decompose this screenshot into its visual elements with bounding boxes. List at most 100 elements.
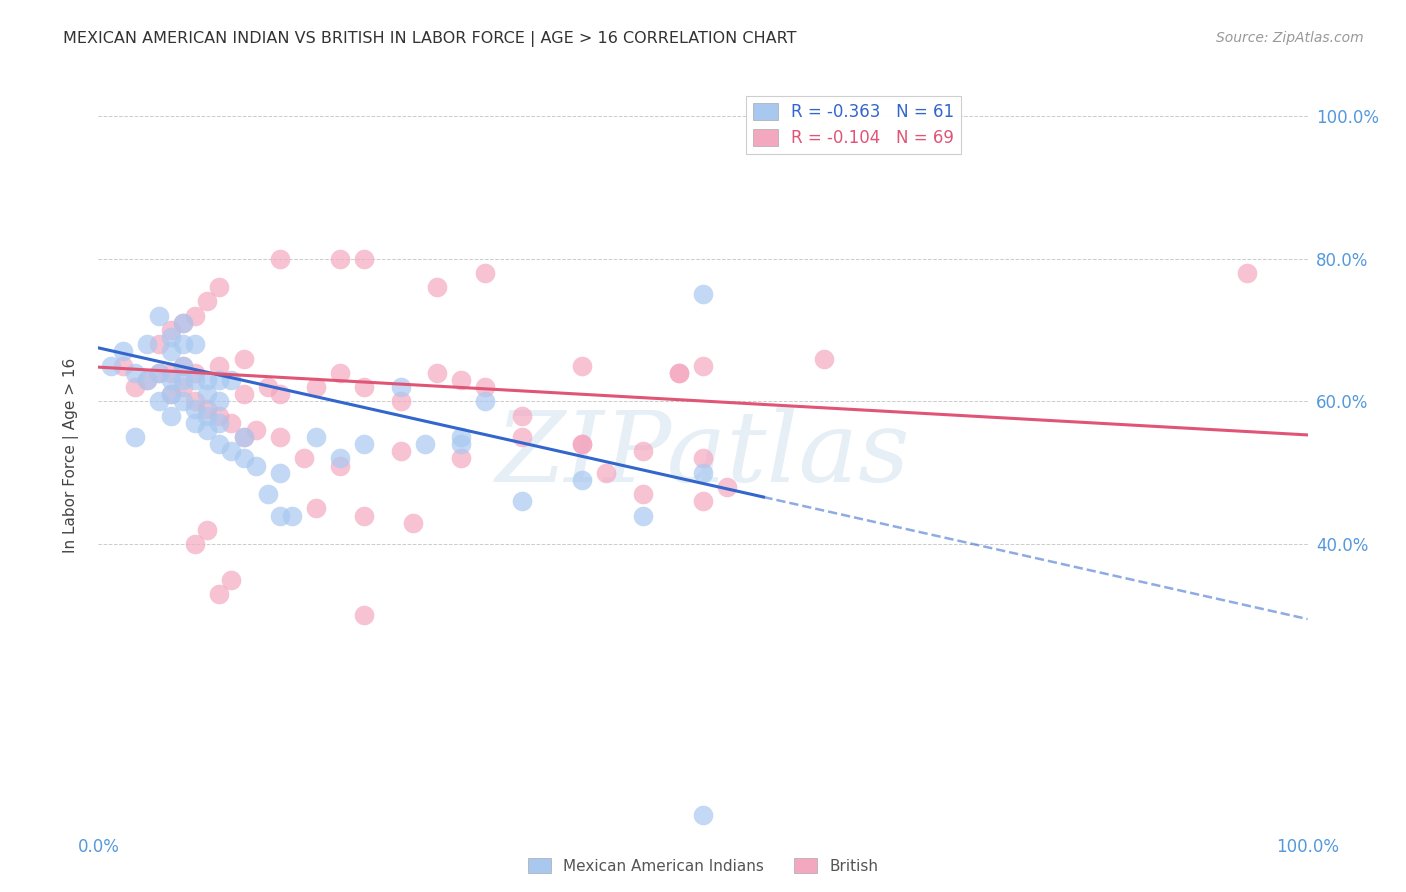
Point	[208, 587, 231, 601]
Point	[510, 409, 533, 423]
Point	[510, 494, 533, 508]
Point	[221, 373, 243, 387]
Point	[389, 380, 412, 394]
Point	[413, 437, 436, 451]
Point	[160, 323, 183, 337]
Point	[668, 366, 690, 380]
Point	[195, 387, 218, 401]
Point	[595, 466, 617, 480]
Point	[668, 366, 690, 380]
Point	[221, 416, 243, 430]
Point	[184, 309, 207, 323]
Point	[305, 430, 328, 444]
Point	[124, 430, 146, 444]
Y-axis label: In Labor Force | Age > 16: In Labor Force | Age > 16	[63, 358, 79, 552]
Point	[631, 487, 654, 501]
Point	[172, 394, 194, 409]
Point	[208, 416, 231, 430]
Point	[111, 359, 134, 373]
Point	[329, 252, 352, 266]
Point	[148, 366, 170, 380]
Point	[232, 387, 254, 401]
Point	[221, 573, 243, 587]
Point	[208, 437, 231, 451]
Point	[281, 508, 304, 523]
Point	[692, 466, 714, 480]
Point	[571, 473, 593, 487]
Point	[184, 537, 207, 551]
Point	[172, 316, 194, 330]
Text: MEXICAN AMERICAN INDIAN VS BRITISH IN LABOR FORCE | AGE > 16 CORRELATION CHART: MEXICAN AMERICAN INDIAN VS BRITISH IN LA…	[63, 31, 797, 47]
Point	[305, 380, 328, 394]
Point	[329, 458, 352, 473]
Point	[692, 494, 714, 508]
Point	[172, 380, 194, 394]
Point	[195, 523, 218, 537]
Point	[232, 451, 254, 466]
Point	[172, 316, 194, 330]
Point	[160, 373, 183, 387]
Point	[292, 451, 315, 466]
Point	[208, 373, 231, 387]
Point	[195, 373, 218, 387]
Point	[195, 423, 218, 437]
Point	[474, 266, 496, 280]
Point	[124, 366, 146, 380]
Point	[221, 444, 243, 458]
Point	[232, 430, 254, 444]
Point	[269, 508, 291, 523]
Point	[208, 394, 231, 409]
Point	[353, 437, 375, 451]
Point	[148, 337, 170, 351]
Point	[111, 344, 134, 359]
Point	[172, 373, 194, 387]
Point	[716, 480, 738, 494]
Point	[474, 394, 496, 409]
Point	[195, 294, 218, 309]
Point	[692, 451, 714, 466]
Point	[305, 501, 328, 516]
Point	[813, 351, 835, 366]
Point	[124, 380, 146, 394]
Point	[184, 394, 207, 409]
Point	[269, 252, 291, 266]
Point	[184, 416, 207, 430]
Legend: R = -0.363   N = 61, R = -0.104   N = 69: R = -0.363 N = 61, R = -0.104 N = 69	[747, 96, 960, 154]
Point	[510, 430, 533, 444]
Point	[172, 359, 194, 373]
Point	[172, 337, 194, 351]
Point	[353, 252, 375, 266]
Point	[160, 387, 183, 401]
Point	[256, 487, 278, 501]
Point	[208, 280, 231, 294]
Point	[353, 608, 375, 623]
Point	[160, 330, 183, 344]
Point	[631, 444, 654, 458]
Text: ZIPatlas: ZIPatlas	[496, 408, 910, 502]
Point	[160, 409, 183, 423]
Point	[450, 451, 472, 466]
Point	[232, 351, 254, 366]
Point	[426, 280, 449, 294]
Point	[269, 430, 291, 444]
Point	[571, 437, 593, 451]
Point	[195, 401, 218, 416]
Point	[269, 466, 291, 480]
Point	[1236, 266, 1258, 280]
Point	[184, 373, 207, 387]
Point	[269, 387, 291, 401]
Point	[692, 287, 714, 301]
Point	[450, 430, 472, 444]
Point	[353, 380, 375, 394]
Point	[184, 366, 207, 380]
Point	[160, 387, 183, 401]
Point	[329, 451, 352, 466]
Point	[245, 423, 267, 437]
Point	[148, 309, 170, 323]
Point	[389, 444, 412, 458]
Point	[329, 366, 352, 380]
Point	[353, 508, 375, 523]
Point	[148, 394, 170, 409]
Point	[135, 373, 157, 387]
Point	[571, 437, 593, 451]
